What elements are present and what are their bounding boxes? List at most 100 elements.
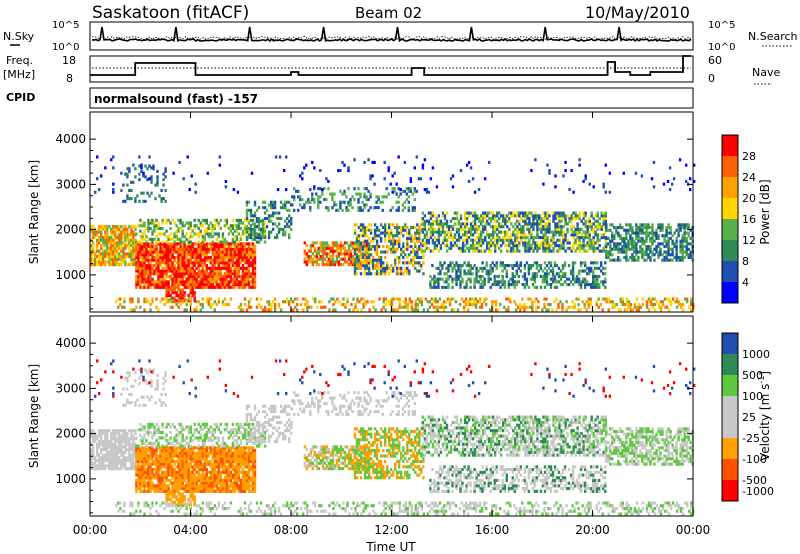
power-cell (669, 228, 672, 232)
power-cell (528, 238, 531, 242)
power-cell (645, 239, 648, 243)
power-cell (359, 228, 363, 232)
power-cell (355, 266, 359, 270)
power-cell (531, 303, 534, 307)
power-cell (511, 264, 514, 268)
power-cell (100, 244, 103, 248)
power-cell (345, 260, 349, 264)
power-cell (473, 225, 477, 229)
power-cell (126, 244, 129, 248)
power-cell (285, 155, 288, 159)
power-cell (507, 280, 510, 284)
power-cell (100, 227, 103, 231)
power-cell (195, 274, 198, 278)
power-cell (562, 238, 565, 242)
power-cell (145, 285, 148, 289)
power-cell (558, 238, 561, 242)
power-cell (300, 303, 303, 307)
power-cell (590, 241, 593, 245)
power-cell (386, 231, 389, 235)
power-cell (179, 247, 182, 251)
power-cell (134, 199, 137, 203)
power-cell (335, 244, 339, 248)
power-cell (199, 285, 202, 289)
power-cell (359, 226, 363, 230)
power-cell (137, 261, 140, 265)
power-cell (235, 235, 239, 239)
power-cell (592, 244, 595, 248)
power-cell (582, 246, 585, 250)
noise-tick-bottom-left: 10^0 (52, 42, 79, 53)
power-cell (536, 222, 539, 226)
power-cell (315, 249, 318, 253)
power-cell (139, 261, 142, 265)
power-cell (489, 285, 492, 289)
power-cell (410, 226, 413, 230)
power-cell (159, 258, 162, 262)
power-cell (639, 247, 642, 251)
power-cell (199, 283, 202, 287)
power-cell (213, 261, 216, 265)
power-cell (637, 305, 641, 309)
power-cell (584, 236, 587, 240)
power-cell (120, 255, 123, 259)
power-cell (619, 297, 622, 301)
velocity-cell (100, 437, 103, 441)
power-cell (588, 219, 591, 223)
power-cell (339, 244, 343, 248)
power-cell (361, 234, 365, 238)
power-cell (219, 226, 222, 230)
power-cell (247, 200, 251, 204)
power-cell (675, 305, 679, 309)
power-cell (549, 283, 553, 287)
power-cell (532, 225, 535, 229)
power-cell (465, 222, 469, 226)
power-cell (504, 236, 507, 240)
power-cell (453, 222, 457, 226)
power-cell (602, 182, 605, 186)
power-cell (189, 245, 192, 249)
power-cell (147, 272, 150, 276)
power-cell (423, 222, 427, 226)
power-cell (581, 261, 585, 265)
power-cell (181, 235, 184, 239)
noise-panel: N.Sky N.Search 10^5 10^0 10^5 10^0 (3, 20, 798, 53)
velocity-cell (92, 464, 95, 468)
power-cell (141, 261, 144, 265)
power-cell (494, 219, 497, 223)
power-cell (560, 233, 563, 237)
power-cell (375, 234, 379, 238)
power-cell (112, 188, 115, 192)
power-cell (339, 249, 343, 253)
power-cell (413, 206, 416, 210)
power-cell (390, 247, 393, 251)
power-cell (223, 285, 227, 289)
power-cell (143, 232, 146, 236)
power-cell (508, 244, 511, 248)
power-cell (516, 219, 519, 223)
power-cell (143, 266, 146, 270)
power-cell (523, 264, 527, 268)
power-cell (263, 200, 267, 204)
power-cell (396, 239, 399, 243)
power-cell (302, 308, 305, 312)
power-cell (402, 228, 405, 232)
power-cell (261, 227, 265, 231)
power-cell (500, 225, 503, 229)
power-cell (645, 226, 648, 230)
power-cell (441, 264, 444, 268)
power-cell (669, 247, 672, 251)
power-cell (659, 250, 662, 254)
power-cell (369, 245, 373, 249)
velocity-cell (92, 440, 95, 444)
velocity-cell (98, 445, 101, 449)
power-cell (679, 228, 682, 232)
power-cell (475, 249, 479, 253)
power-cell (615, 242, 618, 246)
power-cell (243, 226, 247, 230)
power-cell (207, 277, 210, 281)
power-cell (368, 308, 371, 312)
power-cell (463, 217, 467, 221)
power-cell (629, 236, 632, 240)
power-cell (239, 237, 243, 241)
